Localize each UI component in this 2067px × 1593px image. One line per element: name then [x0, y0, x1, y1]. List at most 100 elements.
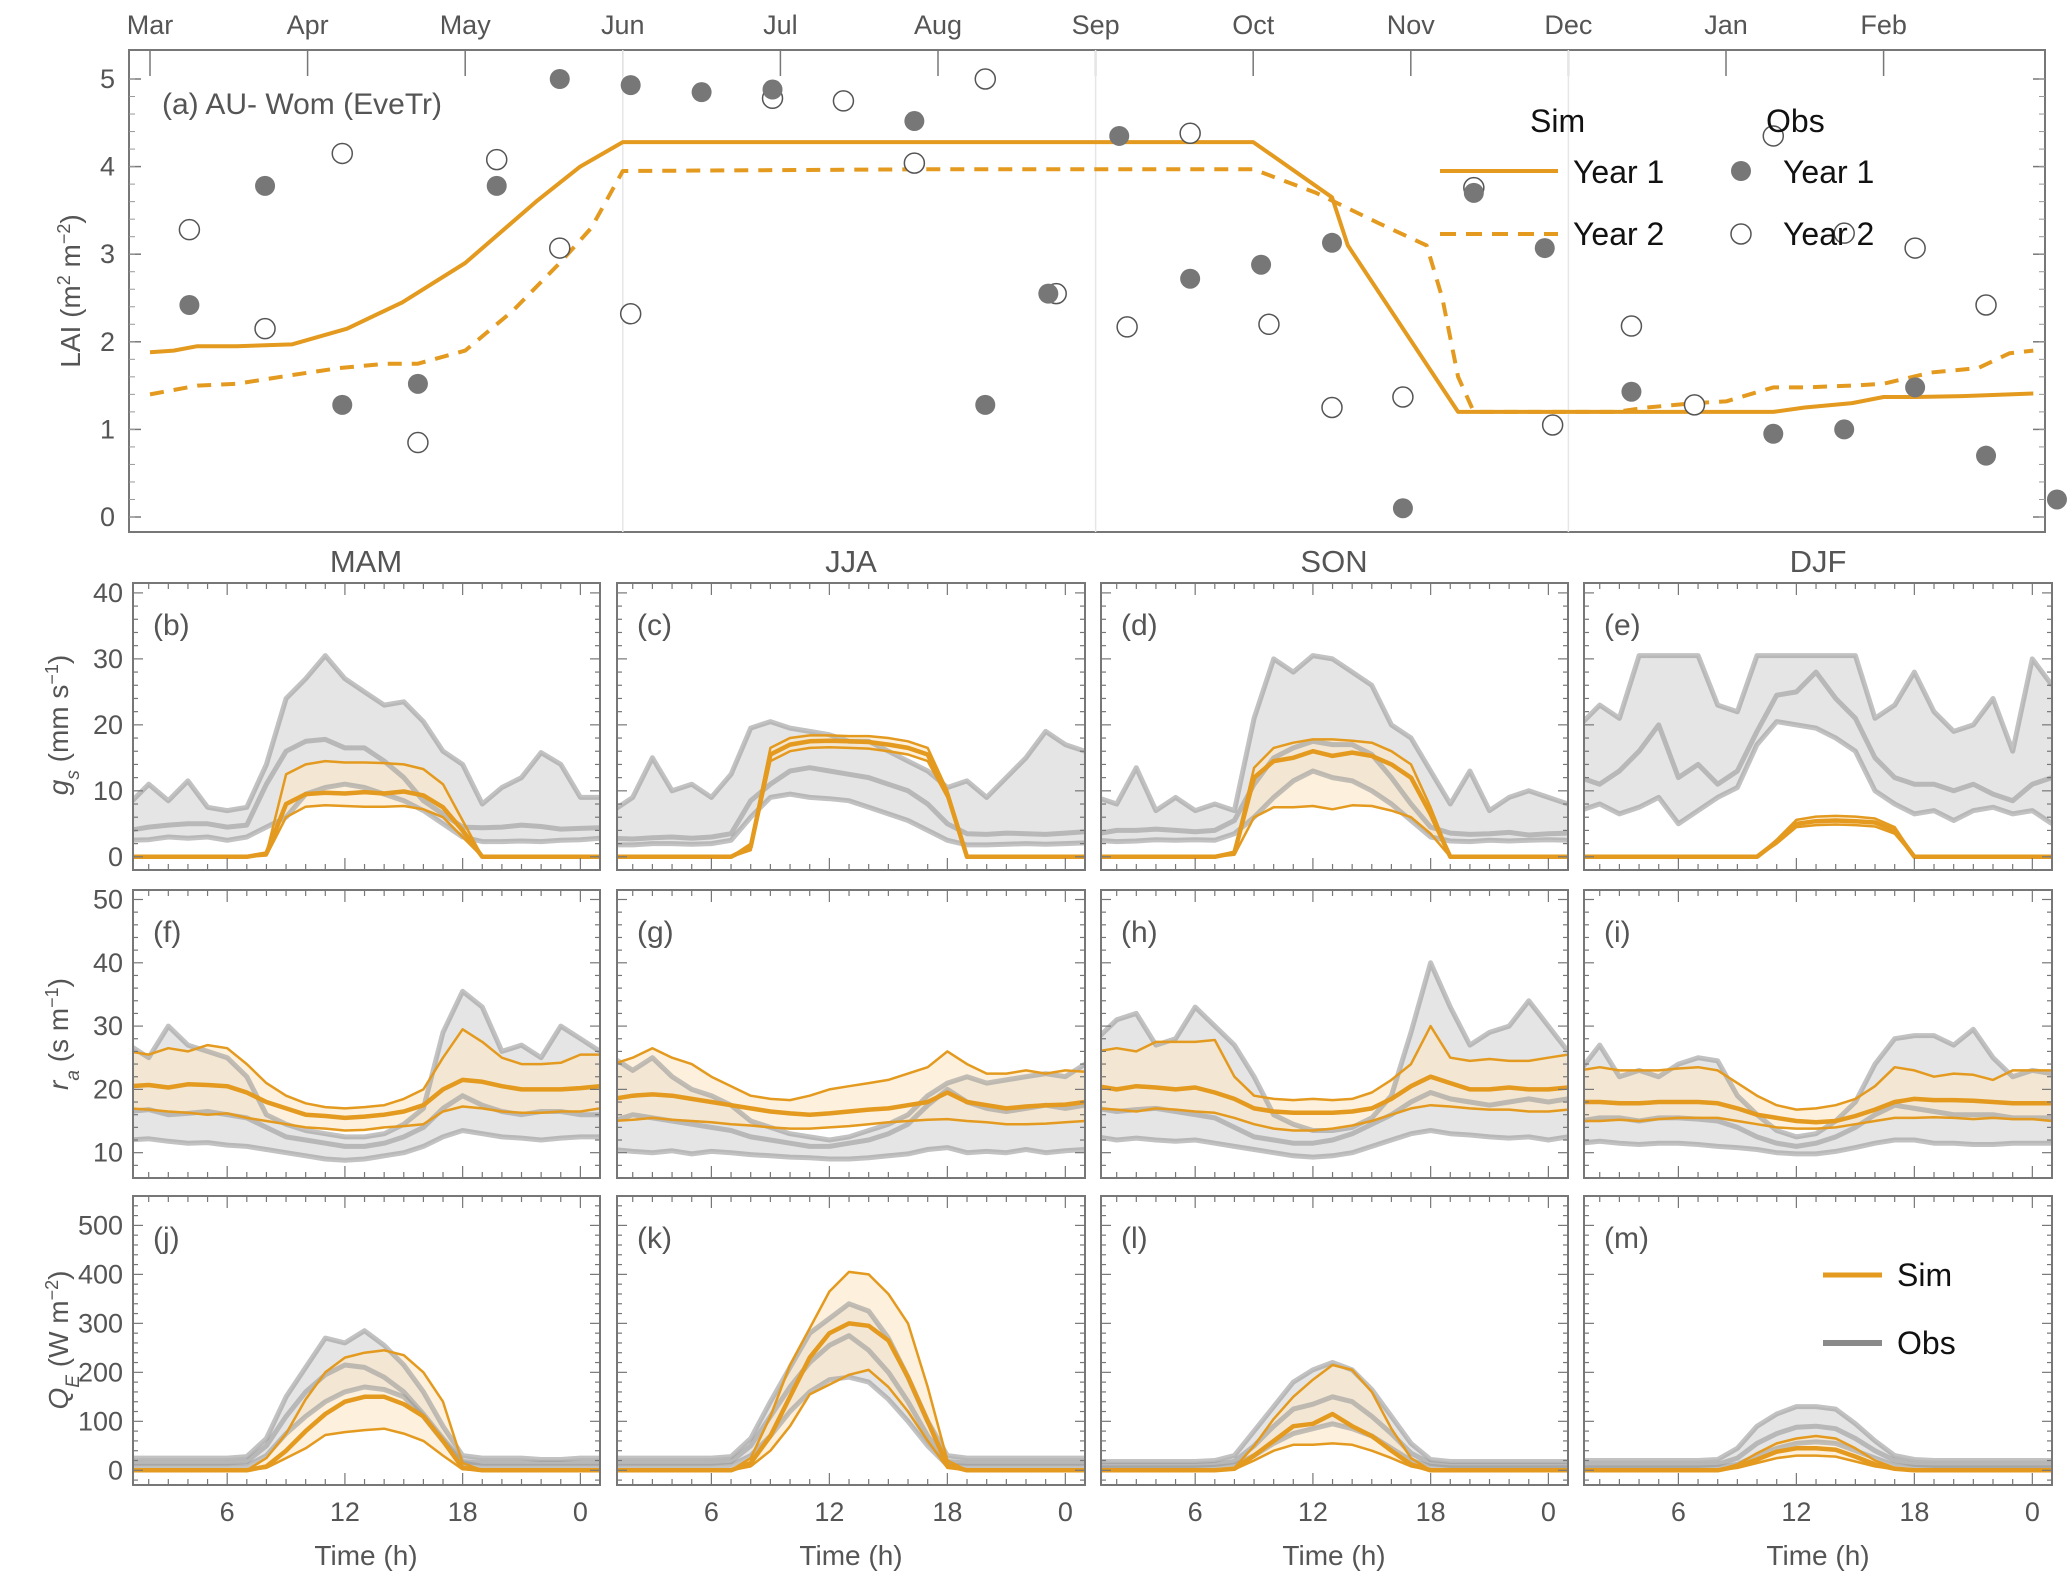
y-tick-label: 10 — [93, 776, 123, 806]
panel-gs-jja: (c) — [616, 582, 1086, 871]
obs-year1-point — [975, 394, 996, 415]
obs-year1-point — [620, 75, 641, 96]
obs-median-line — [617, 1086, 1085, 1149]
season-title-jja: JJA — [825, 544, 877, 579]
sim-lower-line — [133, 1105, 600, 1132]
obs-lower-line — [133, 1128, 600, 1163]
sim-median-line — [133, 1077, 600, 1121]
x-axis-title-mam: Time (h) — [314, 1540, 417, 1571]
obs-year1-point — [691, 82, 712, 103]
panel-gs-son: (d) — [1100, 582, 1569, 871]
obs-year2-point — [178, 218, 201, 241]
obs-upper-line — [133, 653, 600, 814]
legend-obs-label: Obs — [1897, 1325, 1956, 1361]
obs-year1-point — [1463, 182, 1484, 203]
obs-upper-line — [1101, 960, 1568, 1133]
obs-upper-line — [133, 988, 600, 1140]
panel-plot-area — [133, 988, 600, 1163]
month-tick-label: Jul — [763, 10, 798, 40]
panel-plot-area — [617, 719, 1085, 860]
y-tick-label: 30 — [93, 644, 123, 674]
panel-tag: (f) — [153, 916, 181, 949]
x-tick-label: 6 — [1671, 1497, 1686, 1527]
sim-upper-line — [1584, 1065, 2052, 1111]
panel-QE-son: 6 12 18 0 (l) — [1100, 1195, 1569, 1527]
y-tick-label: 50 — [93, 884, 123, 914]
panel-frame — [616, 1195, 1086, 1486]
sim-lower-line — [1584, 823, 2052, 859]
obs-year1-point — [1109, 125, 1130, 146]
month-tick-label: Sep — [1072, 10, 1120, 40]
sim-median-line — [617, 738, 1085, 860]
sim-median-line — [1101, 748, 1568, 860]
month-tick-label: Nov — [1387, 10, 1436, 40]
x-tick-label: 12 — [1298, 1497, 1328, 1527]
lai-axis-ticks: Mar Apr May Jun Jul Aug Sep Oct Nov Dec Jan Feb 0 1 2 3… — [100, 10, 2045, 532]
sim-lower-line — [1101, 1103, 1568, 1132]
obs-year2-point — [1116, 316, 1138, 338]
month-tick-label: Oct — [1232, 10, 1275, 40]
x-tick-label: 18 — [1899, 1497, 1929, 1527]
legend-sim-year1-label: Year 1 — [1573, 154, 1664, 190]
obs-year2-point — [1975, 294, 1997, 316]
sim-median-line — [1584, 1096, 2052, 1125]
legend-sim-year2-label: Year 2 — [1573, 216, 1664, 252]
gs-y-axis-title: gs (mm s−1) — [42, 655, 84, 795]
panel-plot-area — [1101, 1360, 1568, 1473]
panel-ra-djf: (i) — [1583, 889, 2053, 1179]
sim-median-line — [617, 1321, 1085, 1473]
obs-year1-point — [1392, 498, 1413, 519]
obs-year1-point — [904, 111, 925, 132]
diurnal-panels: 0 10 20 30 40 (b) (c) (d) (e) 10 20 30 40 50 (f) (g) (h)… — [78, 578, 2053, 1527]
obs-year1-point — [1763, 423, 1784, 444]
obs-upper-line — [133, 1328, 600, 1462]
obs-median-line — [133, 736, 600, 833]
panel-tag: (d) — [1121, 609, 1158, 642]
obs-year2-point — [1321, 396, 1343, 419]
panel-tag: (l) — [1121, 1222, 1148, 1255]
panel-plot-area — [1584, 1026, 2052, 1157]
x-tick-label: 6 — [220, 1497, 235, 1527]
sim-lower-line — [1584, 1115, 2052, 1130]
obs-median-line — [133, 1362, 600, 1466]
legend-obs-year1-marker — [1731, 161, 1751, 181]
x-axis-title-jja: Time (h) — [799, 1540, 902, 1571]
panel-tag: (j) — [153, 1222, 180, 1255]
lai-panel-frame — [128, 49, 2046, 533]
x-axis-title-djf: Time (h) — [1766, 1540, 1869, 1571]
panel-plot-area — [617, 1046, 1085, 1162]
panel-gs-mam: 0 10 20 30 40 (b) — [93, 578, 601, 872]
obs-year1-point — [1180, 268, 1201, 289]
obs-year2-point — [1762, 125, 1785, 147]
season-title-mam: MAM — [330, 544, 402, 579]
obs-year1-point — [1621, 381, 1642, 402]
obs-year2-point — [1179, 122, 1201, 145]
obs-upper-line — [617, 1301, 1085, 1461]
obs-year1-point — [1038, 283, 1059, 304]
obs-band — [617, 721, 1085, 845]
x-tick-label: 0 — [1058, 1497, 1073, 1527]
obs-year1-point — [762, 79, 783, 100]
obs-lower-line — [1584, 1137, 2052, 1157]
y-tick-label: 500 — [78, 1210, 123, 1240]
panel-frame — [1100, 1195, 1569, 1486]
sim-band — [133, 761, 600, 857]
panel-plot-area — [133, 653, 600, 860]
legend-obs-year2-label: Year 2 — [1783, 216, 1874, 252]
obs-median-line — [1101, 738, 1568, 838]
panel-QE-jja: 6 12 18 0 (k) — [616, 1195, 1086, 1527]
obs-year2-point — [832, 90, 855, 112]
lai-panel-title: (a) AU- Wom (EveTr) — [162, 88, 442, 121]
sim-band — [617, 1271, 1085, 1471]
sim-median-line — [1101, 1411, 1568, 1473]
month-tick-label: Feb — [1860, 10, 1907, 40]
month-tick-label: Jan — [1704, 10, 1748, 40]
obs-median-line — [133, 1093, 600, 1149]
y-tick-label: 4 — [100, 152, 115, 182]
obs-year2-point — [903, 152, 926, 174]
panel-frame — [1100, 889, 1569, 1179]
x-tick-label: 12 — [814, 1497, 844, 1527]
panel-ra-jja: (g) — [616, 889, 1086, 1179]
panel-QE-mam: 6 12 18 0 0 100 200 300 400 500 (j) — [78, 1195, 601, 1527]
sim-median-line — [617, 1090, 1085, 1117]
